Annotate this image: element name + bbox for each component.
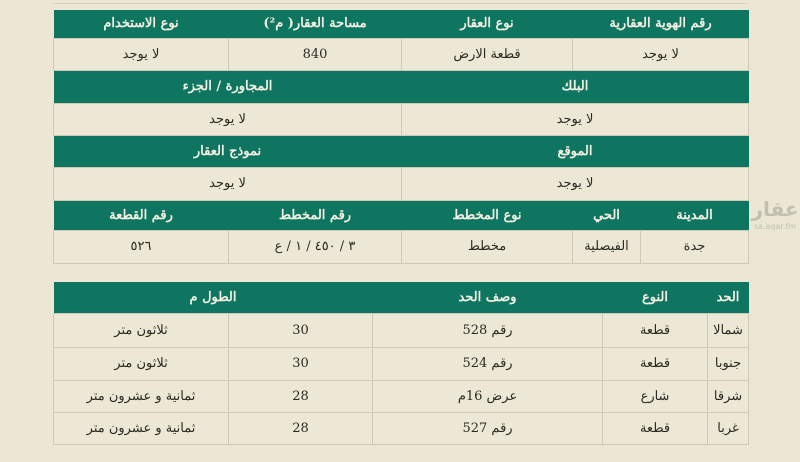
value-cell: لا يوجد xyxy=(53,102,402,136)
header-cell: رقم القطعة xyxy=(53,200,229,230)
value-cell: لا يوجد xyxy=(401,166,749,201)
cell: شمالا xyxy=(707,312,750,348)
watermark-url: sa.aqar.fm xyxy=(753,222,797,231)
cell: رقم 524 xyxy=(372,346,604,381)
value-row: لا يوجد لا يوجد xyxy=(53,102,749,136)
cell: قطعة xyxy=(602,312,709,348)
cell: شرقا xyxy=(707,379,750,413)
cell: جنوبا xyxy=(707,346,750,381)
cell: ثلاثون متر xyxy=(52,312,230,348)
value-cell: 840 xyxy=(228,37,402,71)
header-cell: الحد xyxy=(707,282,749,313)
cell: رقم 527 xyxy=(372,411,604,445)
top-divider xyxy=(53,0,748,4)
header-cell: البلك xyxy=(401,70,749,103)
aqar-watermark: عقار sa.aqar.fm xyxy=(751,196,799,232)
header-cell: النوع xyxy=(602,282,708,313)
value-cell: جدة xyxy=(640,229,749,264)
header-cell: رقم الهوية العقارية xyxy=(572,10,749,38)
value-cell: ٥٢٦ xyxy=(53,229,229,264)
cell: 30 xyxy=(228,346,374,381)
header-row: الموقع نموذج العقار xyxy=(53,135,749,167)
value-row: لا يوجد لا يوجد xyxy=(53,166,749,201)
cell: ثمانية و عشرون متر xyxy=(52,411,230,445)
property-info-table: رقم الهوية العقارية نوع العقار مساحة الع… xyxy=(53,10,749,264)
cell: 28 xyxy=(228,379,374,413)
value-cell: لا يوجد xyxy=(53,166,402,201)
value-cell: لا يوجد xyxy=(53,37,229,71)
table-row: غربا قطعة رقم 527 28 ثمانية و عشرون متر xyxy=(52,411,750,445)
value-cell: قطعة الارض xyxy=(401,37,573,71)
cell: غربا xyxy=(707,411,750,445)
cell: عرض 16م xyxy=(372,379,604,413)
cell: قطعة xyxy=(602,411,709,445)
table-row: شمالا قطعة رقم 528 30 ثلاثون متر xyxy=(52,312,750,348)
cell: 30 xyxy=(228,312,374,348)
watermark-logo: عقار xyxy=(751,197,799,221)
cell: 28 xyxy=(228,411,374,445)
cell: قطعة xyxy=(602,346,709,381)
value-cell: الفيصلية xyxy=(572,229,641,264)
header-cell: الحي xyxy=(572,200,641,230)
header-cell: مساحة العقار( م²) xyxy=(228,10,402,38)
value-cell: لا يوجد xyxy=(572,37,749,71)
value-row: جدة الفيصلية مخطط ٣ / ٤٥٠ / ١ / ع ٥٢٦ xyxy=(53,229,749,264)
header-cell: نوع المخطط xyxy=(401,200,573,230)
table-row: جنوبا قطعة رقم 524 30 ثلاثون متر xyxy=(52,346,750,381)
header-row: رقم الهوية العقارية نوع العقار مساحة الع… xyxy=(53,10,749,38)
table-row: شرقا شارع عرض 16م 28 ثمانية و عشرون متر xyxy=(52,379,750,413)
cell: ثلاثون متر xyxy=(52,346,230,381)
header-cell: نوع العقار xyxy=(401,10,573,38)
cell: ثمانية و عشرون متر xyxy=(52,379,230,413)
header-row: الحد النوع وصف الحد الطول م xyxy=(53,282,749,313)
value-cell: لا يوجد xyxy=(401,102,749,136)
value-cell: مخطط xyxy=(401,229,573,264)
value-row: لا يوجد قطعة الارض 840 لا يوجد xyxy=(53,37,749,71)
cell: رقم 528 xyxy=(372,312,604,348)
header-cell: وصف الحد xyxy=(372,282,603,313)
header-cell: المجاورة / الجزء xyxy=(53,70,402,103)
header-cell: نموذج العقار xyxy=(53,135,402,167)
header-cell: نوع الاستخدام xyxy=(53,10,229,38)
header-cell: الموقع xyxy=(401,135,749,167)
boundaries-table: الحد النوع وصف الحد الطول م شمالا قطعة ر… xyxy=(52,282,750,445)
header-cell: المدينة xyxy=(640,200,749,230)
header-row: البلك المجاورة / الجزء xyxy=(53,70,749,103)
value-cell: ٣ / ٤٥٠ / ١ / ع xyxy=(228,229,402,264)
header-cell: الطول م xyxy=(53,282,373,313)
header-cell: رقم المخطط xyxy=(228,200,402,230)
cell: شارع xyxy=(602,379,709,413)
header-row: المدينة الحي نوع المخطط رقم المخطط رقم ا… xyxy=(53,200,749,230)
